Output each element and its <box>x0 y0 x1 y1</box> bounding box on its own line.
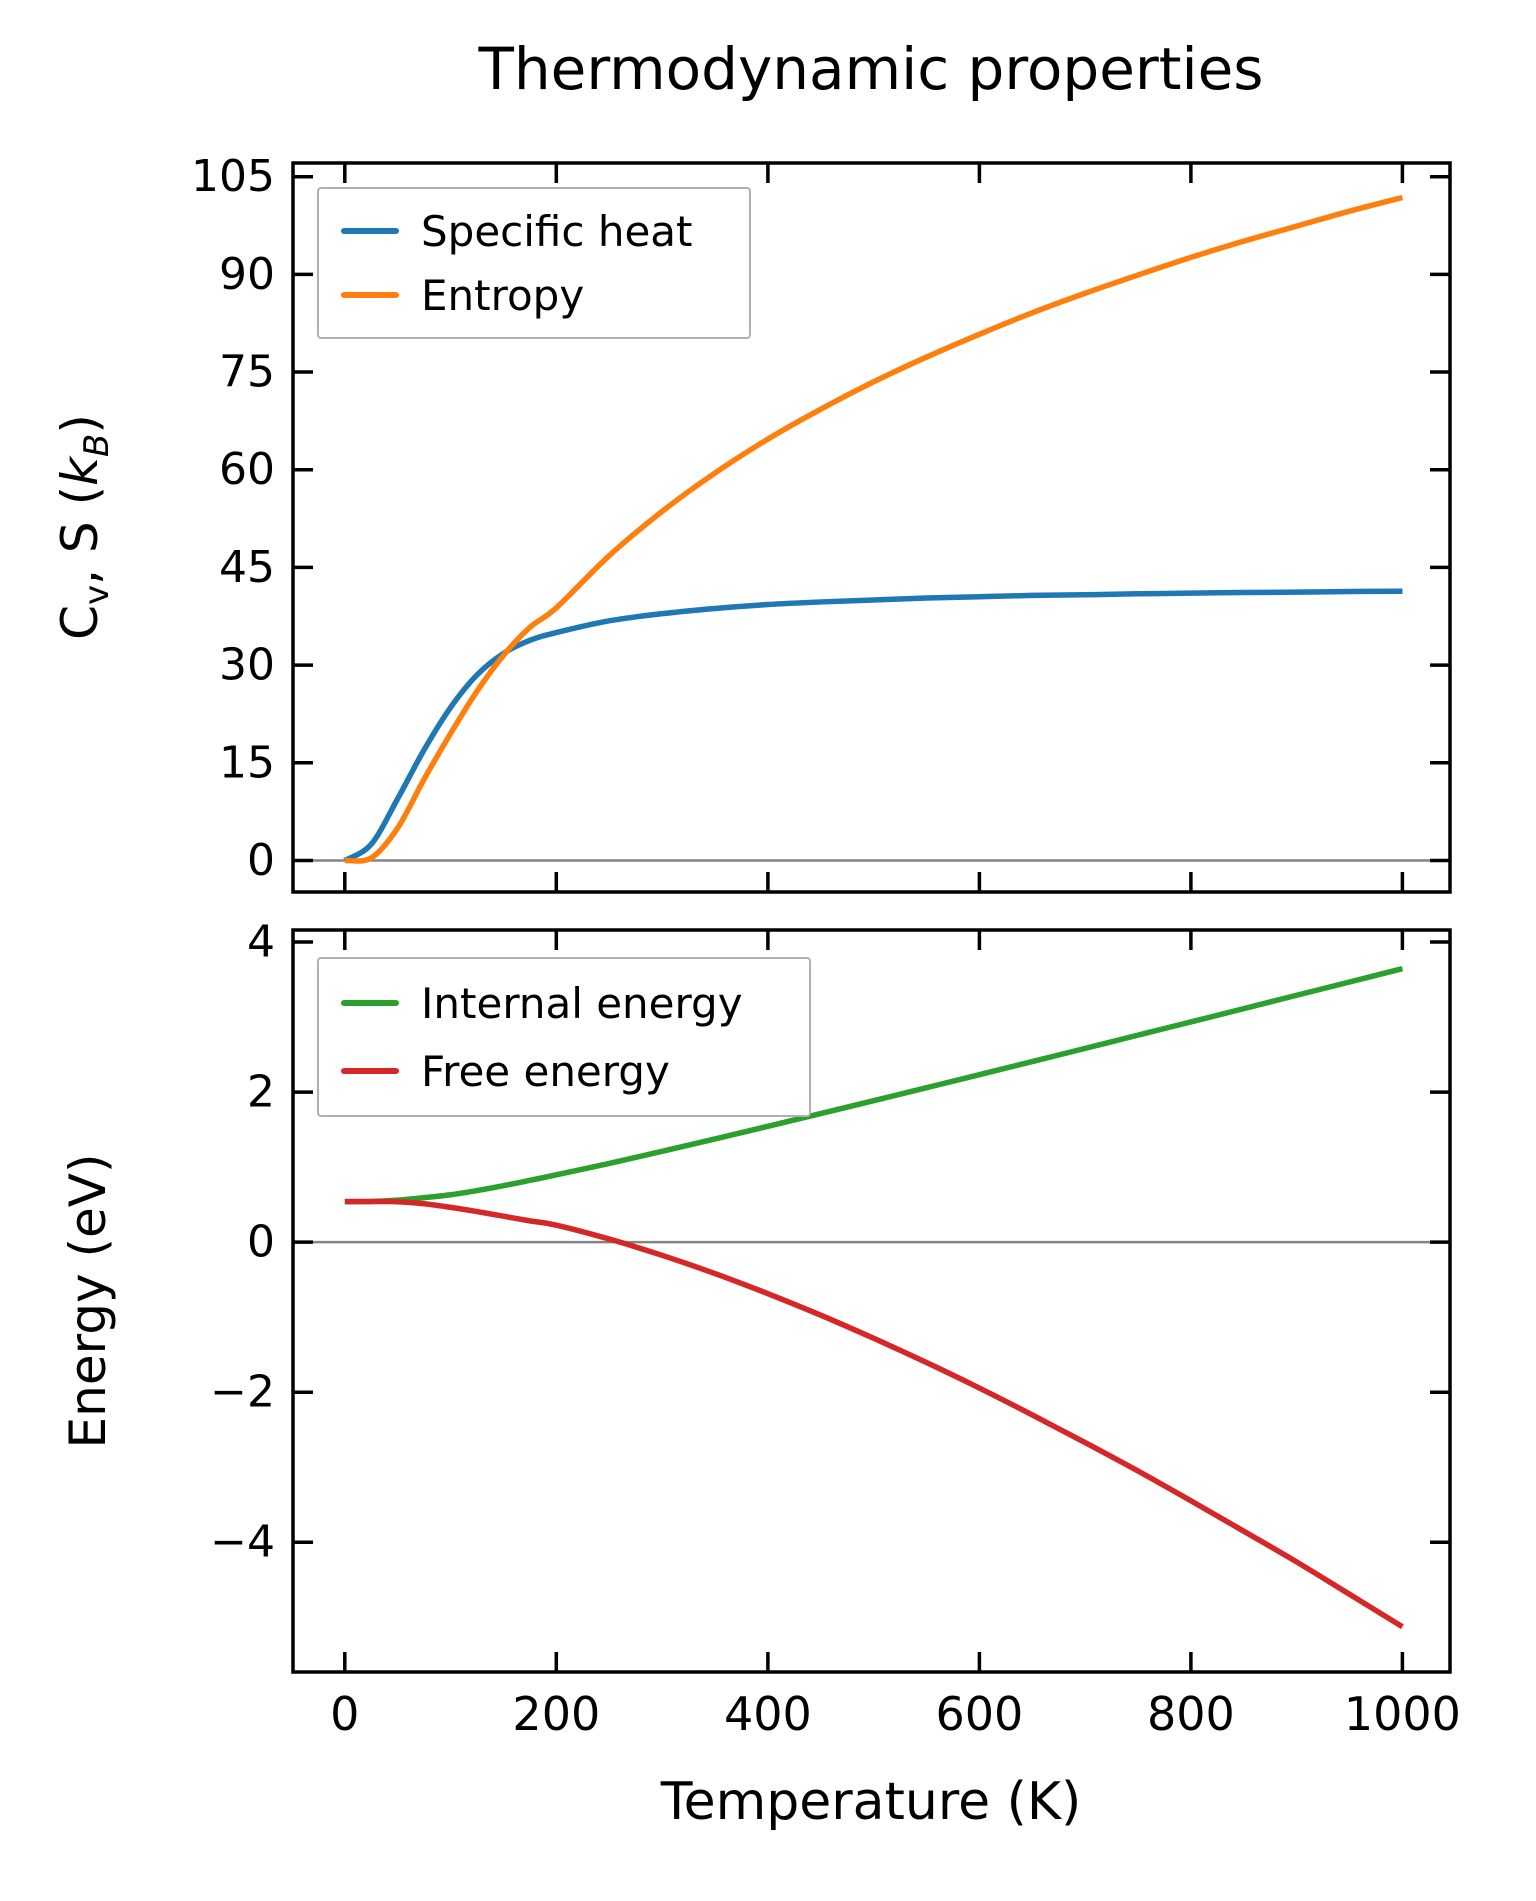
y-tick-label: 0 <box>247 835 275 886</box>
ylabel-k: k <box>51 456 109 486</box>
legend-entry-specific-heat: Specific heat <box>341 207 723 256</box>
internal-energy-line-icon <box>341 1000 399 1006</box>
y-tick-label: 60 <box>219 444 275 495</box>
y-tick-label: −4 <box>210 1517 275 1568</box>
ylabel-S: , S ( <box>51 485 109 585</box>
internal-energy-curve <box>344 965 1404 1205</box>
top-y-axis-label: Cv, S (kB) <box>51 414 117 640</box>
y-tick-label: −2 <box>210 1367 275 1418</box>
tick-marks <box>293 163 1450 892</box>
x-tick-label: 400 <box>724 1687 812 1741</box>
y-tick-label: 105 <box>191 151 275 202</box>
x-tick-label: 200 <box>512 1687 600 1741</box>
x-tick-label: 800 <box>1147 1687 1235 1741</box>
x-axis-label: Temperature (K) <box>660 1772 1082 1832</box>
ylabel-sub-B: B <box>77 433 117 457</box>
specific-heat-line-icon <box>341 228 399 234</box>
ylabel-sub-v: v <box>77 584 117 605</box>
free-energy-curve <box>344 1198 1404 1630</box>
y-tick-label: 2 <box>247 1067 275 1118</box>
y-tick-label: 45 <box>219 542 275 593</box>
free-energy-line-icon <box>341 1068 399 1074</box>
y-tick-label: 0 <box>247 1217 275 1268</box>
legend-bottom-panel: Internal energy Free energy <box>317 957 811 1117</box>
x-tick-label: 600 <box>935 1687 1023 1741</box>
legend-label-specific-heat: Specific heat <box>421 206 693 256</box>
axes-spines <box>291 928 1452 1674</box>
ylabel-paren: ) <box>51 414 109 434</box>
legend-entry-free-energy: Free energy <box>341 1047 783 1096</box>
legend-label-internal-energy: Internal energy <box>421 978 743 1028</box>
legend-label-entropy: Entropy <box>421 270 585 320</box>
axes-spines <box>291 161 1452 894</box>
ylabel-C: C <box>51 604 109 640</box>
y-tick-label: 4 <box>247 917 275 968</box>
y-tick-label: 30 <box>219 640 275 691</box>
legend-entry-entropy: Entropy <box>341 271 723 320</box>
y-tick-label: 90 <box>219 249 275 300</box>
ylabel-k-italic: kB <box>51 434 117 486</box>
legend-label-free-energy: Free energy <box>421 1046 670 1096</box>
entropy-line-icon <box>341 292 399 298</box>
legend-entry-internal-energy: Internal energy <box>341 979 783 1028</box>
x-tick-label: 0 <box>330 1687 359 1741</box>
bottom-y-axis-label: Energy (eV) <box>59 1153 117 1449</box>
figure-title: Thermodynamic properties <box>478 35 1264 103</box>
specific-heat-curve <box>343 588 1403 863</box>
y-tick-label: 75 <box>219 347 275 398</box>
x-tick-label: 1000 <box>1344 1687 1461 1741</box>
y-tick-label: 15 <box>219 737 275 788</box>
entropy-curve <box>344 194 1404 864</box>
tick-marks <box>293 930 1450 1672</box>
legend-top-panel: Specific heat Entropy <box>317 187 751 339</box>
